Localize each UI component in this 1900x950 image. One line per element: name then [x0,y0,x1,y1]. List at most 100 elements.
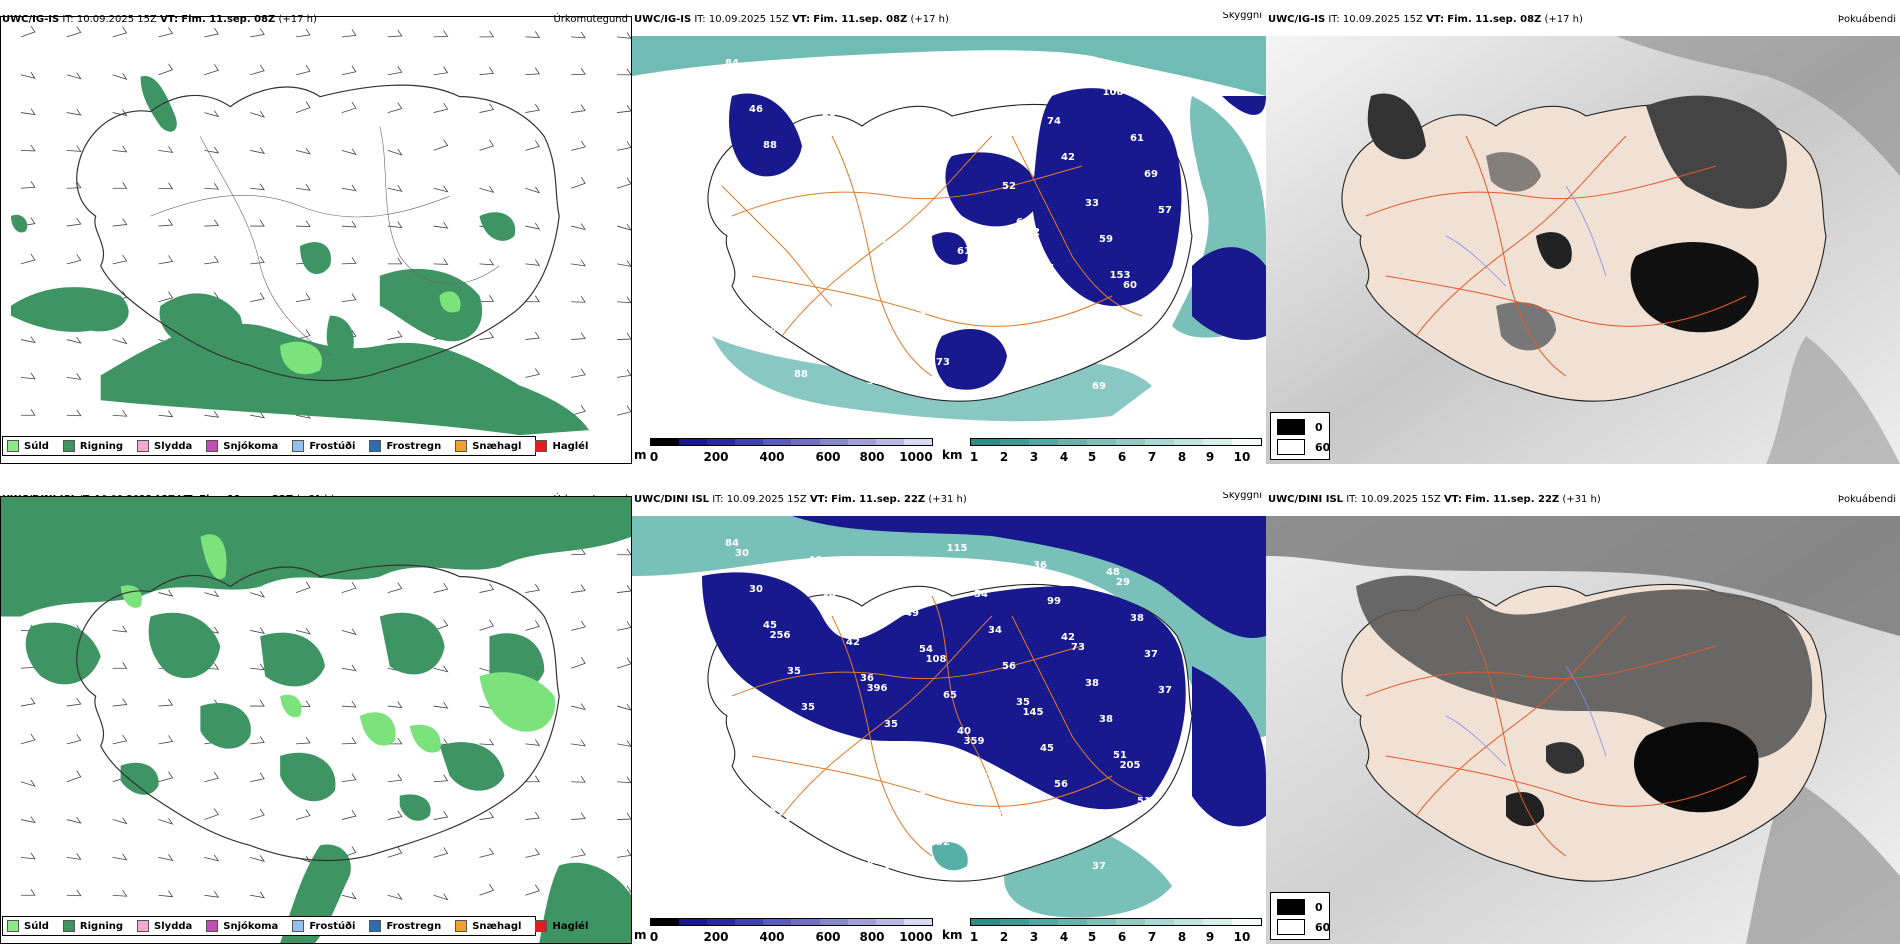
wind-barb [479,583,495,593]
wind-barb [66,373,82,380]
wind-barb [112,145,128,153]
visibility-value-label: 36 [1033,560,1047,571]
wind-barb [20,25,36,38]
visibility-value-label: 73 [936,357,950,368]
panel-header: UWC/IG-IS IT: 10.09.2025 15Z VT: Fim. 11… [0,12,632,28]
wind-barb [341,220,357,228]
wind-barb [158,854,174,861]
visibility-value-label: 39 [822,591,836,602]
wind-barb [479,884,495,896]
panel-title: Úrkomutegund [553,14,628,25]
wind-barb [525,259,541,266]
visibility-value-label: 42 [1061,152,1075,163]
visibility-value-label: 42 [964,579,978,590]
visibility-value-label: 61 [905,128,919,139]
wind-barb [479,186,495,193]
legend-item: Frostúði [292,920,355,932]
wind-barb [571,368,586,378]
wind-barb [204,146,220,154]
wind-barb [20,253,36,265]
panel-title: Skyggni [1222,12,1262,21]
visibility-value-label: 45 [763,620,777,631]
visibility-map: 84 39 54 35 51 41 65 42 42 37 78 43 49 48 45 36 40 56 45 46… [632,516,1266,922]
wind-barb [204,772,219,783]
wind-barb [20,852,36,860]
wind-barb [571,620,586,631]
wind-barb [112,734,128,745]
visibility-value-label: 256 [770,630,791,641]
wind-barb [112,73,128,80]
scale-tick: 6 [1117,930,1127,944]
wind-barb [341,29,357,38]
wind-barb [66,853,82,860]
wind-barb [525,620,540,631]
wind-barb [617,776,631,784]
legend-swatch [206,920,219,932]
visibility-value-label: 74 [1047,116,1061,127]
wind-barb [571,223,587,231]
scale-tick: 1000 [899,930,933,944]
visibility-value-label: 99 [787,186,801,197]
wind-barb [158,182,174,190]
wind-barb [433,185,449,193]
wind-barb [250,736,265,745]
wind-barb [112,182,128,189]
wind-barb [250,28,265,38]
legend-swatch [292,440,305,452]
wind-barb [112,337,128,345]
wind-barb [20,144,36,152]
wind-barb [479,103,495,113]
scale-tick: 1 [969,450,979,464]
wind-barb [616,621,631,631]
visibility-value-label: 51 [1137,796,1151,807]
visibility-value-label: 84 [919,164,933,175]
scale-bar-km [970,918,1262,926]
visibility-value-label: 68 [822,111,836,122]
wind-barb [296,220,311,227]
scale-tick: 7 [1147,930,1157,944]
scale-tick: 200 [703,450,729,464]
visibility-value-label: 55 [801,222,815,233]
visibility-value-label: 101 [805,75,826,86]
visibility-value-label: 38 [1130,613,1144,624]
wind-barb [66,145,82,152]
wind-barb [66,770,82,783]
wind-barb [250,590,266,598]
fog-legend-item: 0 [1277,899,1323,915]
scale-tick: 8 [1177,930,1187,944]
visibility-value-label: 431 [919,801,940,812]
visibility-value-label: 56 [1054,779,1068,790]
scale-tick: 10 [1233,930,1251,944]
wind-barb [296,736,311,745]
legend-item: Súld [7,440,49,452]
visibility-value-label: 73 [1071,642,1085,653]
visibility-value-label: 33 [839,784,853,795]
visibility-value-label: 35 [867,376,881,387]
visibility-value-label: 110 [1016,854,1037,865]
wind-barb [341,664,357,672]
wind-barb [158,735,174,745]
visibility-value-label: 34 [988,625,1002,636]
scale-tick: 800 [859,450,885,464]
wind-barb [112,26,128,38]
scale-bar-m [650,438,933,446]
wind-barb [616,703,631,711]
wind-barb [158,410,174,418]
wind-barb [616,141,631,151]
wind-barb [433,258,449,265]
visibility-value-label: 69 [1092,381,1106,392]
scale-tick: 400 [759,930,785,944]
wind-barb [433,847,449,858]
legend-swatch [535,920,548,932]
wind-barb [112,625,128,633]
visibility-value-label: 46 [749,104,763,115]
visibility-value-label: 65 [867,856,881,867]
scale-tick: 8 [1177,450,1187,464]
wind-barb [525,811,540,820]
wind-barb [525,67,541,76]
wind-barb [204,590,220,598]
wind-barb [341,148,357,156]
wind-barb [433,139,449,151]
wind-barb [250,183,265,191]
wind-barb [204,110,220,118]
